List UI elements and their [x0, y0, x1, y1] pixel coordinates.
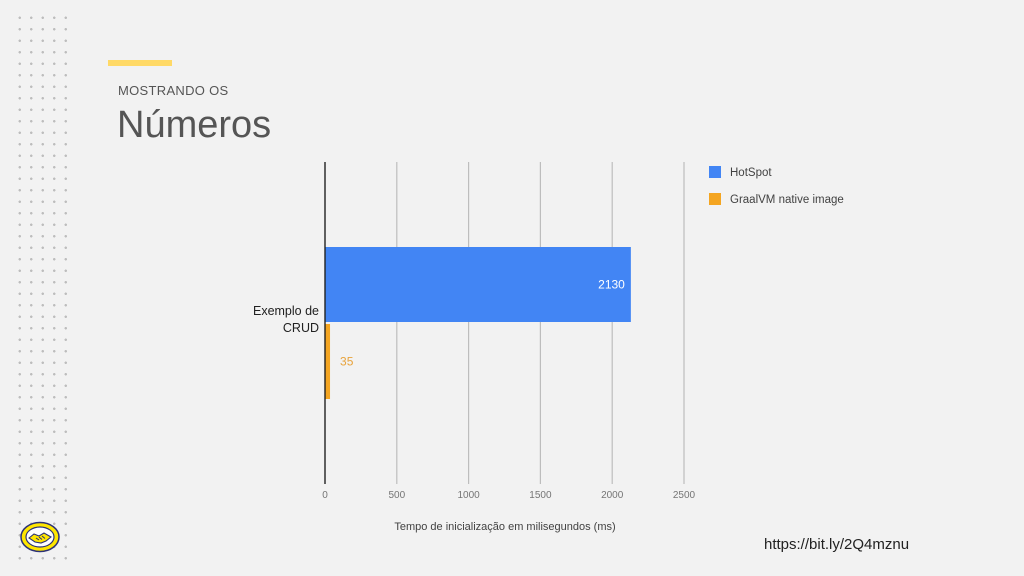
dot-grid-decoration: [14, 12, 72, 567]
slide-eyebrow: MOSTRANDO OS: [118, 83, 229, 98]
x-tick-label-500: 500: [388, 490, 405, 501]
category-label: Exemplo de CRUD: [253, 304, 319, 335]
x-tick-label-2000: 2000: [601, 490, 624, 501]
x-axis: 0 500 1000 1500 2000 2500: [322, 162, 696, 501]
value-label-graalvm-native-image: 35: [340, 355, 354, 369]
bars: 2130 35: [325, 247, 631, 399]
grid-lines: [396, 162, 685, 484]
bar-graalvm-native-image: [325, 324, 331, 399]
x-tick-label-1500: 1500: [529, 490, 552, 501]
value-label-hotspot: 2130: [598, 278, 625, 292]
legend-label-hotspot: HotSpot: [730, 167, 772, 179]
x-tick-label-0: 0: [322, 490, 328, 501]
category-axis: Exemplo de CRUD: [253, 304, 319, 335]
source-url[interactable]: https://bit.ly/2Q4mznu: [764, 536, 910, 553]
x-tick-label-2500: 2500: [673, 490, 696, 501]
slide-title: Números: [117, 104, 272, 146]
x-tick-label-1000: 1000: [457, 490, 480, 501]
legend-label-graalvm-native-image: GraalVM native image: [730, 194, 844, 206]
legend-swatch-hotspot: [709, 166, 721, 178]
handshake-icon: [20, 521, 60, 553]
x-axis-title: Tempo de inicialização em milisegundos (…: [394, 521, 615, 533]
legend: HotSpot GraalVM native image: [709, 166, 844, 206]
bar-hotspot: [325, 247, 631, 322]
accent-bar: [108, 60, 172, 66]
legend-swatch-graalvm-native-image: [709, 193, 721, 205]
